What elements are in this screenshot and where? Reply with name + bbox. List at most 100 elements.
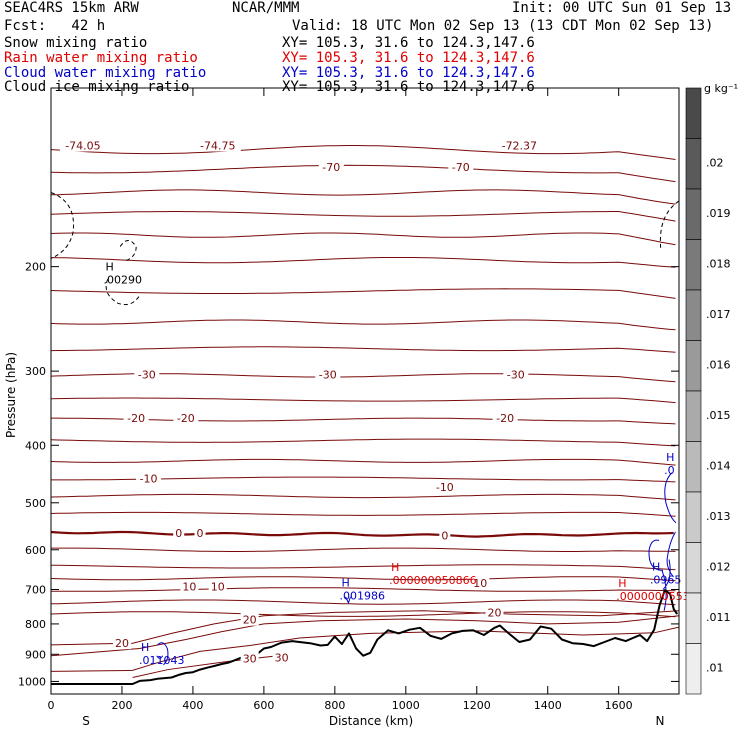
center-label: NCAR/MMM [232,0,300,16]
colorbar-swatch [685,138,702,190]
field-xy-snow: XY= 105.3, 31.6 to 124.3,147.6 [282,35,535,51]
isotherm-label: -30 [507,369,525,382]
x-end-left: S [82,714,90,728]
isotherm-line [51,417,676,425]
isotherm-label: 10 [182,581,196,594]
isotherm-label: -20 [496,412,514,425]
snow-contour [50,192,680,259]
isotherm-label: 10 [211,581,225,594]
isotherm-label-bg [194,525,206,539]
colorbar-swatch [685,643,702,695]
colorbar-label: .018 [706,257,731,270]
field-name-cloud-water: Cloud water mixing ratio [4,65,207,81]
isotherm-label-bg [448,160,474,174]
max-marker-h: H [652,560,660,573]
x-tick-label: 0 [48,699,55,712]
freezing-level-line [50,530,674,538]
terrain-line [51,589,679,685]
isotherm-label-bg [173,525,185,539]
isotherm-label: -20 [127,412,145,425]
isotherm-label-bg [240,651,259,665]
max-marker-value: .0000000553 [616,590,689,603]
cloud-water-contour [664,472,677,578]
isotherm-line [50,458,676,466]
isotherm-line [50,610,680,646]
max-marker-value: .011043 [139,654,185,667]
isotherm-label: 0 [441,530,448,543]
colorbar-swatch [685,340,702,392]
colorbar-swatch [685,239,702,291]
colorbar-label: .012 [706,560,731,573]
isotherm-label-bg [432,479,458,493]
isotherm-line [50,599,676,606]
isotherm-line [50,576,676,582]
colorbar-label: .017 [706,308,731,321]
isotherm-label-bg [439,528,451,542]
isotherm-label-bg [134,367,160,381]
max-marker-h: H [341,577,349,590]
y-tick-label: 300 [25,365,46,378]
isotherm-label: -74.75 [200,140,235,153]
isotherm-label: -70 [452,161,470,174]
colorbar-unit: g kg⁻¹ [704,82,738,95]
colorbar-swatch [685,188,702,240]
colorbar-label: .016 [706,358,731,371]
isotherm-label-bg [318,160,344,174]
isotherm-label: 10 [473,577,487,590]
colorbar-label: .01 [706,661,724,674]
y-tick-label: 700 [25,584,46,597]
isotherm-line [50,232,676,246]
isotherm-line [51,587,676,592]
colorbar-label: .02 [706,156,724,169]
max-marker-value: .000000050866 [389,574,476,587]
isotherm-lines [50,145,680,679]
isotherm-line [50,288,676,299]
isotherm-label: 0 [197,527,204,540]
isotherm-line [50,164,676,183]
isotherm-line [50,626,680,672]
field-name-rain: Rain water mixing ratio [4,50,198,66]
isotherm-label: -10 [436,481,454,494]
colorbar-swatch [685,390,702,442]
valid-time: Valid: 18 UTC Mon 02 Sep 13 (13 CDT Mon … [292,18,714,34]
isotherm-label: 0 [175,527,182,540]
isotherm-label: -30 [138,369,156,382]
x-tick-label: 800 [324,699,345,712]
y-tick-label: 900 [25,648,46,661]
cloud-water-contour [345,596,351,605]
isotherm-label: -74.05 [65,140,100,153]
max-marker-value: .0965 [650,573,682,586]
max-marker-value: .00290 [104,273,143,286]
isotherm-label-bg [240,612,259,626]
isotherm-line [50,397,676,404]
isotherm-label-bg [315,367,341,381]
isotherm-label-bg [112,636,131,650]
isotherm-label-bg [180,579,199,593]
contour-labels: -74.05 -74.75 -72.37 -70 -70 -30 -30 -30 -20 -20 -… [59,138,690,667]
x-tick-label: 1000 [392,699,420,712]
field-xy-cloud-water: XY= 105.3, 31.6 to 124.3,147.6 [282,65,535,81]
isotherm-line [50,493,676,501]
isotherm-label-bg [136,471,162,485]
isotherm-line [50,319,676,331]
isotherm-line [50,611,676,618]
colorbar-label: .013 [706,510,731,523]
field-name-cloud-ice: Cloud ice mixing ratio [4,79,190,95]
isotherm-line [50,189,676,205]
isotherm-line [50,145,676,160]
x-tick-label: 400 [182,699,203,712]
isotherm-label-bg [272,650,291,664]
isotherm-line [50,511,676,517]
colorbar-swatch [685,87,702,139]
field-name-snow: Snow mixing ratio [4,35,148,51]
plot-border [50,87,680,695]
isotherm-label-bg [194,138,241,152]
isotherm-line [50,211,676,222]
field-xy-cloud-ice: XY= 105.3, 31.6 to 124.3,147.6 [282,79,535,95]
isotherm-label-bg [59,138,106,152]
isotherm-line [50,615,680,657]
max-marker-h: H [391,561,399,574]
colorbar-label: .019 [706,207,731,220]
x-end-right: N [656,714,665,728]
terrain-profile [51,589,679,685]
